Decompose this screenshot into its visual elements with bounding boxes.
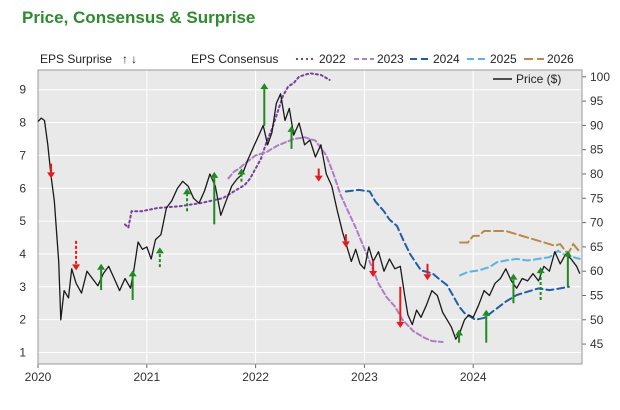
legend-eps-consensus-label: EPS Consensus [191,52,278,66]
surprise-arrow-head-up [455,329,464,336]
y-right-tick-label: 70 [590,216,604,230]
y-left-tick-label: 3 [19,280,26,294]
surprise-arrow-head-down [72,264,81,271]
surprise-arrow-head-up [128,270,137,277]
consensus-line-2024 [344,188,570,321]
x-tick-label: 2020 [25,370,52,384]
surprise-arrow-head-up [237,168,246,175]
legend-year-2025: 2025 [490,52,517,66]
plot-area [38,70,582,364]
y-right-tick-label: 100 [590,70,610,84]
surprise-arrow-head-up [155,247,164,254]
surprise-arrow-head-up [509,273,518,280]
surprise-arrow-head-up [97,263,106,270]
surprise-arrow-head-up [563,250,572,257]
y-right-tick-label: 60 [590,264,604,278]
x-tick-label: 2022 [242,370,269,384]
surprise-arrow-head-down [47,172,56,179]
y-left-tick-label: 8 [19,116,26,130]
y-right-tick-label: 75 [590,191,604,205]
y-right-tick-label: 45 [590,337,604,351]
plot-frame [37,69,583,365]
legend-year-2023: 2023 [377,52,404,66]
surprise-arrow-head-up [482,309,491,316]
surprise-arrow-head-down [314,175,323,182]
legend-up-arrow-icon: ↑ [122,52,128,66]
consensus-line-2022 [124,72,331,230]
surprise-arrow-head-up [260,83,269,90]
surprise-arrow-head-up [536,267,545,274]
y-left-tick-label: 5 [19,214,26,228]
surprise-arrow-head-up [183,188,192,195]
surprise-arrow-head-down [369,270,378,277]
legend-year-2024: 2024 [433,52,460,66]
y-left-tick-label: 4 [19,247,26,261]
y-left-tick-label: 6 [19,181,26,195]
surprise-arrow-head-up [210,171,219,178]
legend-year-2022: 2022 [319,52,346,66]
chart-title: Price, Consensus & Surprise [22,8,256,27]
y-right-tick-label: 80 [590,167,604,181]
consensus-line-2026 [459,230,580,256]
legend-year-2026: 2026 [547,52,574,66]
y-right-tick-label: 85 [590,143,604,157]
surprise-arrow-head-down [341,241,350,248]
y-left-tick-label: 9 [19,83,26,97]
surprise-arrow-head-down [423,274,432,281]
surprise-arrow-head-up [287,125,296,132]
y-left-tick-label: 2 [19,313,26,327]
consensus-line-2025 [459,249,581,277]
y-right-tick-label: 95 [590,94,604,108]
legend-price-label: Price ($) [516,72,561,86]
y-right-tick-label: 65 [590,240,604,254]
y-left-tick-label: 7 [19,148,26,162]
x-tick-label: 2023 [351,370,378,384]
legend-eps-surprise-label: EPS Surprise [40,52,112,66]
x-tick-label: 2024 [460,370,487,384]
y-left-tick-label: 1 [19,346,26,360]
price-line [37,93,581,340]
y-right-tick-label: 55 [590,288,604,302]
legend-down-arrow-icon: ↓ [131,52,137,66]
y-right-tick-label: 90 [590,118,604,132]
surprise-arrow-head-down [396,321,405,328]
y-right-tick-label: 50 [590,313,604,327]
x-tick-label: 2021 [133,370,160,384]
